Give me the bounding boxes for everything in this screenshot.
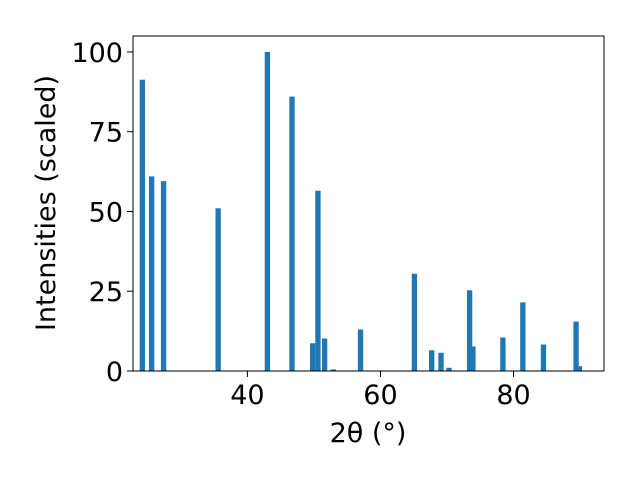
- plot-frame: [132, 35, 605, 372]
- x-tick-label: 60: [363, 380, 397, 411]
- bar: [429, 350, 435, 371]
- y-tick-label: 50: [89, 197, 123, 228]
- bar: [139, 79, 145, 372]
- bar: [466, 290, 473, 371]
- bar: [357, 329, 364, 371]
- x-tick-label: 80: [496, 380, 530, 411]
- bar: [540, 344, 547, 371]
- bar: [446, 367, 452, 371]
- y-tick-label: 100: [71, 38, 123, 69]
- bar: [289, 96, 295, 372]
- x-axis-label: 2θ (°): [330, 418, 407, 449]
- bar: [215, 208, 221, 371]
- bar: [500, 337, 506, 371]
- bar: [309, 343, 316, 371]
- bar: [160, 181, 167, 371]
- bar: [470, 346, 476, 371]
- bar: [264, 51, 271, 371]
- y-tick-label: 25: [89, 277, 123, 308]
- bar: [576, 366, 583, 371]
- bar: [321, 338, 328, 371]
- bar-group: [139, 51, 583, 372]
- y-axis-label: Intensities (scaled): [31, 75, 62, 331]
- bar: [315, 190, 321, 371]
- y-axis: 0 25 50 75 100: [71, 38, 133, 388]
- y-tick-label: 0: [106, 357, 123, 388]
- x-axis: 40 60 80: [230, 371, 531, 411]
- y-tick-label: 75: [89, 118, 123, 149]
- bar: [520, 302, 526, 371]
- x-tick-label: 40: [230, 380, 264, 411]
- bar: [411, 273, 418, 371]
- bar: [438, 352, 444, 371]
- bar: [573, 321, 579, 371]
- bar: [330, 369, 336, 371]
- bar: [148, 176, 155, 371]
